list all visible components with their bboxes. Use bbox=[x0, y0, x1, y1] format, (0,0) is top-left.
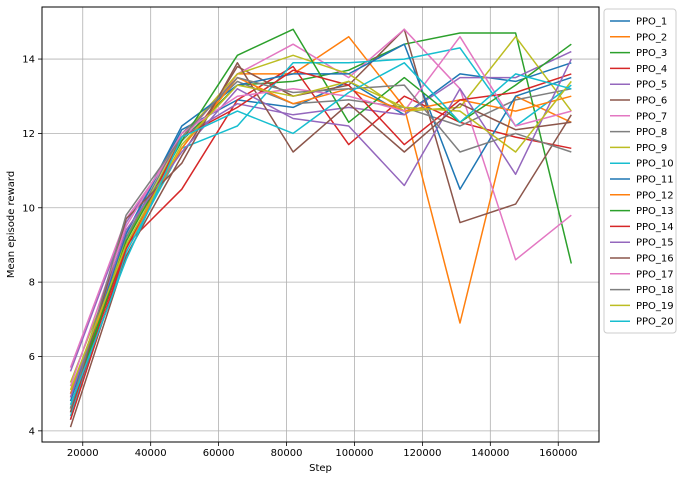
y-tick-label: 4 bbox=[29, 426, 35, 437]
legend-label: PPO_12 bbox=[636, 190, 674, 201]
legend-label: PPO_10 bbox=[636, 159, 674, 170]
x-tick-label: 60000 bbox=[203, 448, 235, 459]
series-line-ppo_20 bbox=[69, 62, 572, 406]
x-axis-label: Step bbox=[309, 463, 332, 474]
x-tick-label: 100000 bbox=[335, 448, 373, 459]
x-tick-label: 120000 bbox=[403, 448, 441, 459]
x-tick-label: 80000 bbox=[271, 448, 303, 459]
x-tick-label: 160000 bbox=[539, 448, 577, 459]
series-line-ppo_16 bbox=[69, 62, 572, 413]
legend-label: PPO_11 bbox=[636, 175, 674, 186]
y-tick-label: 6 bbox=[29, 352, 35, 363]
legend-label: PPO_16 bbox=[636, 254, 674, 265]
x-tick-label: 140000 bbox=[471, 448, 509, 459]
series-line-ppo_12 bbox=[69, 76, 572, 394]
legend-label: PPO_3 bbox=[636, 48, 667, 59]
legend-label: PPO_6 bbox=[636, 96, 667, 107]
legend-label: PPO_1 bbox=[636, 17, 667, 28]
series-line-ppo_14 bbox=[69, 69, 572, 420]
legend-label: PPO_15 bbox=[636, 238, 674, 249]
series-line-ppo_18 bbox=[69, 76, 572, 409]
legend-label: PPO_19 bbox=[636, 301, 674, 312]
y-tick-label: 10 bbox=[22, 203, 35, 214]
legend-label: PPO_9 bbox=[636, 143, 667, 154]
legend-label: PPO_2 bbox=[636, 32, 667, 43]
plot-frame bbox=[41, 6, 600, 443]
legend-label: PPO_4 bbox=[636, 64, 667, 75]
x-tick-label: 20000 bbox=[67, 448, 99, 459]
y-axis-label: Mean episode reward bbox=[6, 171, 17, 278]
series-line-ppo_8 bbox=[69, 80, 572, 394]
axis-ticks: 20000 40000 60000 80000 100000 120000 140000 16… bbox=[22, 55, 577, 459]
series-line-ppo_4 bbox=[69, 65, 572, 413]
x-tick-label: 40000 bbox=[135, 448, 167, 459]
legend: PPO_1 PPO_2 PPO_3 PPO_4 PPO_5 PPO_6 PPO_7 PPO_8… bbox=[603, 8, 677, 334]
y-tick-label: 8 bbox=[29, 278, 35, 289]
series-line-ppo_17 bbox=[69, 35, 572, 387]
series-lines bbox=[69, 28, 573, 428]
legend-label: PPO_5 bbox=[636, 80, 667, 91]
legend-label: PPO_13 bbox=[636, 206, 674, 217]
series-line-ppo_19 bbox=[69, 80, 572, 391]
y-tick-label: 14 bbox=[22, 55, 35, 66]
legend-label: PPO_8 bbox=[636, 127, 667, 138]
legend-box bbox=[603, 8, 677, 334]
legend-label: PPO_14 bbox=[636, 222, 674, 233]
legend-label: PPO_7 bbox=[636, 111, 667, 122]
legend-label: PPO_20 bbox=[636, 317, 674, 328]
legend-label: PPO_18 bbox=[636, 285, 674, 296]
series-line-ppo_10 bbox=[69, 47, 572, 417]
series-line-ppo_9 bbox=[69, 35, 572, 383]
y-tick-label: 12 bbox=[22, 129, 35, 140]
grid bbox=[42, 7, 599, 442]
legend-label: PPO_17 bbox=[636, 269, 674, 280]
